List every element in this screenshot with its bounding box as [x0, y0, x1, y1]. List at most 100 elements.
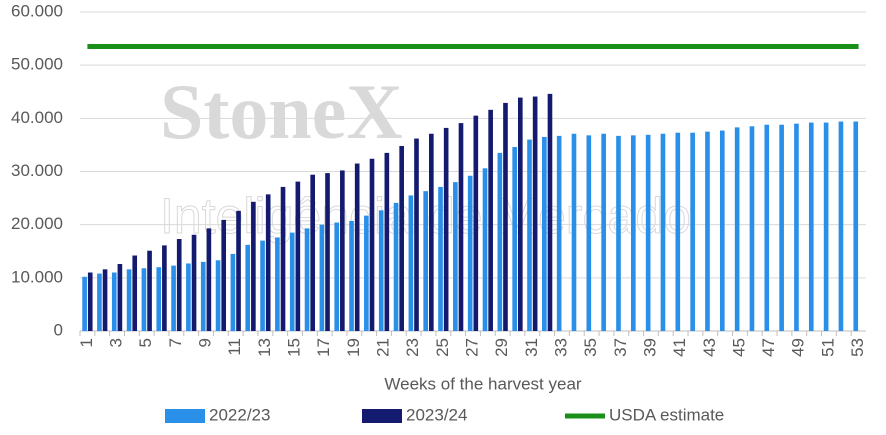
bar: [200, 261, 206, 331]
bar: [340, 170, 345, 331]
bar: [162, 245, 167, 331]
bar: [660, 133, 666, 331]
bar: [473, 115, 479, 331]
x-tick-label: 25: [433, 338, 452, 357]
bar: [117, 264, 123, 331]
x-tick-label: 53: [848, 338, 867, 357]
bar: [571, 133, 577, 331]
x-tick-label: 1: [77, 338, 96, 347]
bar: [393, 202, 399, 331]
x-tick-label: 43: [700, 338, 719, 357]
bar: [482, 168, 488, 331]
bar: [82, 276, 87, 331]
bar: [838, 121, 844, 331]
bar: [147, 250, 152, 331]
bar: [260, 240, 265, 331]
bar: [503, 102, 508, 331]
bar: [408, 195, 414, 331]
legend-label: 2023/24: [406, 405, 467, 424]
bar: [586, 135, 592, 331]
bar: [527, 139, 532, 331]
x-tick-label: 13: [255, 338, 274, 357]
x-tick-label: 5: [136, 338, 155, 347]
bar: [304, 228, 310, 331]
x-tick-label: 45: [729, 338, 748, 357]
x-tick-label: 49: [789, 338, 808, 357]
bar: [690, 132, 695, 331]
bar: [512, 147, 517, 331]
bar: [467, 175, 473, 331]
x-tick-label: 35: [581, 338, 600, 357]
x-axis-title: Weeks of the harvest year: [384, 374, 582, 393]
bar: [354, 163, 360, 331]
watermark: StoneX: [160, 68, 403, 155]
bar: [532, 96, 538, 331]
bar: [141, 268, 147, 331]
bar: [126, 269, 132, 331]
x-tick-label: 23: [403, 338, 422, 357]
bar: [414, 138, 419, 331]
bar: [369, 158, 375, 331]
legend-swatch: [165, 409, 205, 423]
x-tick-label: 19: [344, 338, 363, 357]
bar: [794, 123, 799, 332]
x-tick-label: 31: [522, 338, 541, 357]
bar: [719, 130, 725, 331]
legend-swatch: [362, 409, 402, 423]
bar: [364, 215, 369, 331]
bar: [808, 122, 814, 331]
bar: [186, 263, 191, 331]
bar: [616, 135, 621, 331]
bar: [458, 123, 464, 331]
bar: [171, 265, 176, 331]
bar: [310, 174, 316, 331]
bar: [111, 272, 117, 331]
bar: [87, 272, 93, 331]
bar: [779, 124, 784, 331]
x-tick-label: 27: [462, 338, 481, 357]
bar: [384, 152, 390, 331]
bar: [630, 135, 636, 331]
x-tick-label: 39: [640, 338, 659, 357]
bar: [547, 93, 553, 331]
legend-label: 2022/23: [209, 405, 270, 424]
y-tick-label: 0: [54, 320, 63, 339]
bar: [230, 253, 236, 331]
x-tick-label: 7: [166, 338, 185, 347]
bar: [191, 234, 197, 331]
x-tick-label: 51: [818, 338, 837, 357]
bar: [206, 228, 212, 331]
x-tick-label: 3: [107, 338, 126, 347]
bar: [443, 127, 449, 331]
bar: [215, 260, 221, 331]
bar: [265, 194, 271, 331]
bar: [556, 135, 562, 331]
bar: [280, 186, 286, 331]
bar: [853, 121, 859, 331]
y-tick-label: 10.000: [11, 267, 63, 286]
x-tick-label: 47: [759, 338, 778, 357]
x-tick-label: 41: [670, 338, 689, 357]
bar: [601, 133, 606, 331]
bar: [97, 273, 102, 331]
bar: [517, 97, 523, 332]
bar: [453, 182, 458, 331]
bar: [176, 239, 182, 331]
bar: [221, 219, 227, 331]
x-tick-label: 9: [196, 338, 215, 347]
x-tick-label: 17: [314, 338, 333, 357]
y-tick-label: 50.000: [11, 55, 63, 74]
bar: [319, 224, 325, 331]
y-tick-label: 20.000: [11, 214, 63, 233]
y-tick-label: 30.000: [11, 161, 63, 180]
x-tick-label: 33: [551, 338, 570, 357]
bar: [399, 145, 404, 331]
bar: [156, 267, 162, 331]
bar: [236, 210, 241, 331]
bar: [378, 210, 384, 331]
bar: [645, 134, 651, 331]
y-tick-label: 60.000: [11, 1, 63, 20]
x-tick-label: 11: [225, 338, 244, 356]
bar: [334, 222, 340, 331]
